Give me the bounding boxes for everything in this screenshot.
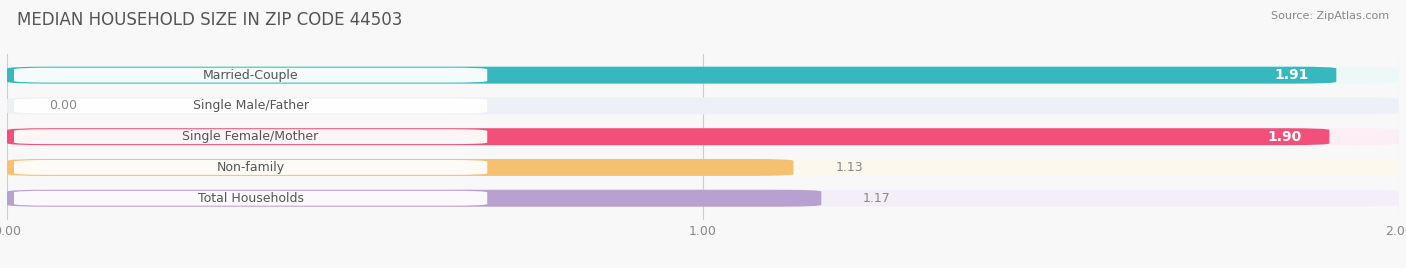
Text: 1.13: 1.13: [835, 161, 863, 174]
FancyBboxPatch shape: [7, 190, 821, 207]
Text: MEDIAN HOUSEHOLD SIZE IN ZIP CODE 44503: MEDIAN HOUSEHOLD SIZE IN ZIP CODE 44503: [17, 11, 402, 29]
FancyBboxPatch shape: [7, 190, 1399, 207]
FancyBboxPatch shape: [14, 191, 488, 206]
Text: Source: ZipAtlas.com: Source: ZipAtlas.com: [1271, 11, 1389, 21]
Text: 1.90: 1.90: [1267, 130, 1302, 144]
FancyBboxPatch shape: [7, 128, 1330, 145]
FancyBboxPatch shape: [7, 67, 1336, 84]
Text: Single Female/Mother: Single Female/Mother: [183, 130, 319, 143]
Text: 1.17: 1.17: [863, 192, 891, 205]
FancyBboxPatch shape: [7, 98, 1399, 114]
FancyBboxPatch shape: [7, 159, 793, 176]
FancyBboxPatch shape: [14, 68, 488, 83]
Text: 1.91: 1.91: [1274, 68, 1309, 82]
Text: Single Male/Father: Single Male/Father: [193, 99, 309, 112]
Text: Married-Couple: Married-Couple: [202, 69, 298, 82]
Text: Non-family: Non-family: [217, 161, 284, 174]
Text: Total Households: Total Households: [198, 192, 304, 205]
FancyBboxPatch shape: [14, 129, 488, 144]
FancyBboxPatch shape: [14, 98, 488, 113]
FancyBboxPatch shape: [14, 160, 488, 175]
FancyBboxPatch shape: [7, 67, 1399, 84]
Text: 0.00: 0.00: [49, 99, 77, 112]
FancyBboxPatch shape: [7, 128, 1399, 145]
FancyBboxPatch shape: [7, 159, 1399, 176]
